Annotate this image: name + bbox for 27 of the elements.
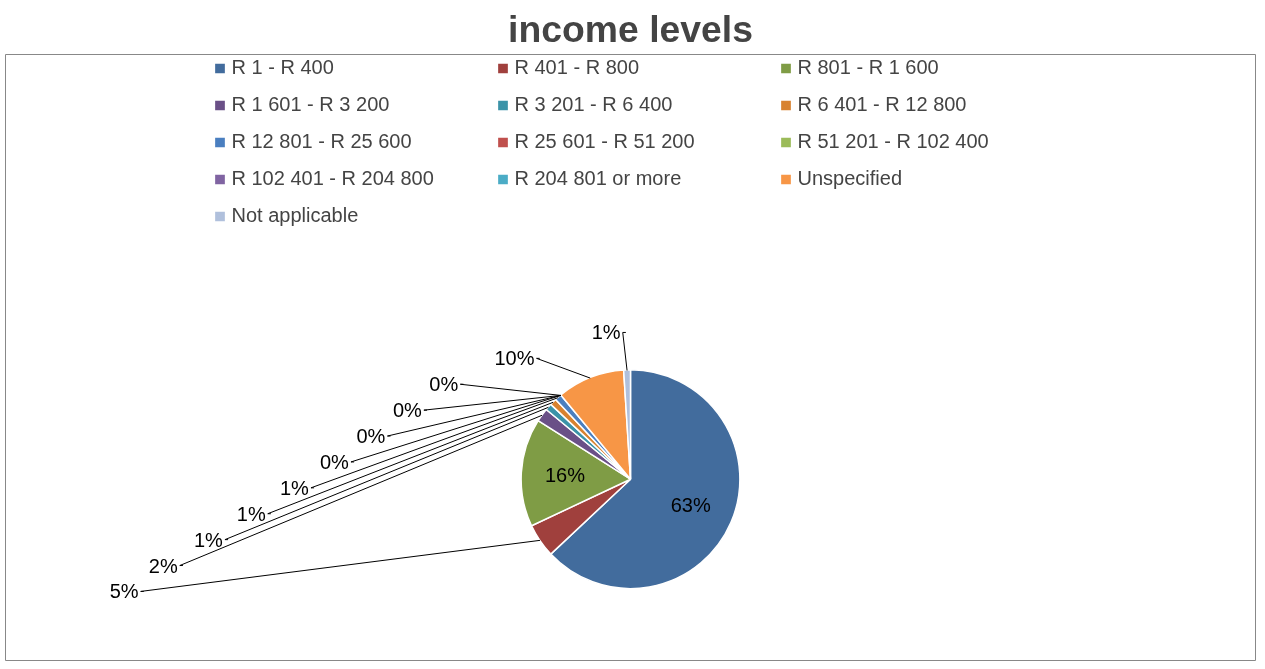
legend-label: R 3 201 - R 6 400 (514, 93, 674, 116)
text: 0% (429, 373, 459, 396)
data-label: 16% (544, 464, 586, 487)
data-label: 5% (109, 580, 139, 603)
legend-label: R 51 201 - R 102 400 (797, 130, 990, 153)
data-label: 1% (236, 502, 266, 525)
legend-label: R 1 601 - R 3 200 (231, 93, 391, 116)
legend-label: R 1 - R 400 (231, 56, 335, 79)
legend-label: R 12 801 - R 25 600 (231, 130, 413, 153)
data-label: 10% (494, 347, 535, 370)
legend-label: R 25 601 - R 51 200 (514, 130, 696, 153)
chart-title: income levels (508, 7, 753, 50)
legend-label: Unspecified (797, 167, 903, 190)
data-label: 63% (670, 494, 711, 517)
data-label: 2% (148, 554, 178, 577)
text: 0% (319, 450, 349, 473)
data-label: 1% (591, 321, 621, 344)
data-label: 1% (279, 476, 310, 499)
text: 0% (392, 399, 422, 422)
text: 0% (356, 425, 386, 448)
data-label: 1% (193, 528, 224, 551)
legend-label: Not applicable (231, 204, 360, 227)
legend-label: R 6 401 - R 12 800 (797, 93, 968, 116)
legend-label: R 801 - R 1 600 (797, 56, 940, 79)
legend-label: R 102 401 - R 204 800 (231, 167, 435, 190)
legend-label: R 401 - R 800 (514, 56, 640, 79)
legend-label: R 204 801 or more (514, 167, 683, 190)
